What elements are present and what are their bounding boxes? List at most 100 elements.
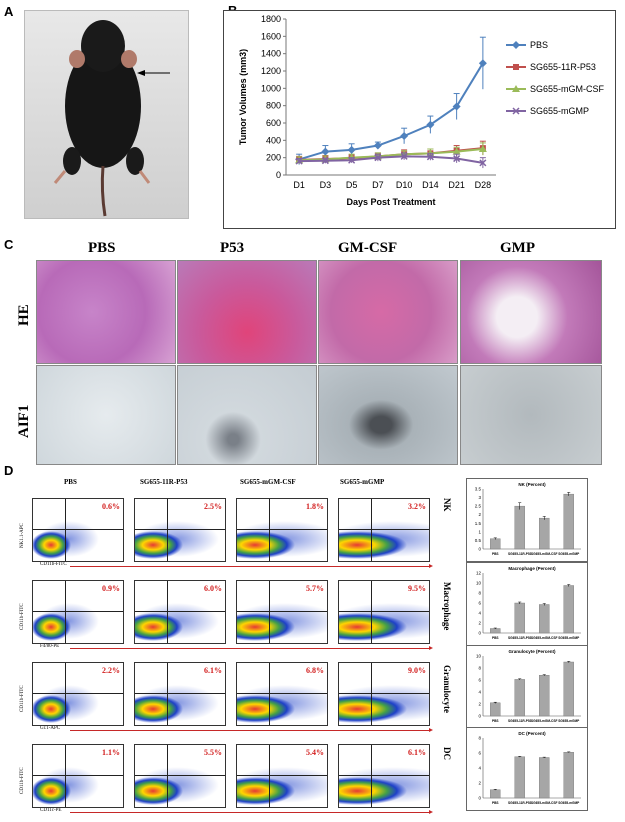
- flow-plot: 5.4%: [236, 744, 328, 808]
- bar-y-tick: 4: [478, 690, 481, 695]
- flow-plot: 0.9%: [32, 580, 124, 644]
- quadrant-hline: [237, 693, 327, 694]
- flow-percentage: 3.2%: [408, 502, 426, 511]
- flow-plot: 0.6%: [32, 498, 124, 562]
- bar: [563, 661, 574, 717]
- quadrant-hline: [237, 611, 327, 612]
- bar-y-tick: 6: [478, 678, 481, 683]
- flow-plot: 1.8%: [236, 498, 328, 562]
- quadrant-hline: [33, 611, 123, 612]
- data-point: [321, 157, 329, 165]
- histology-panel: PBS P53 GM-CSF GMP HE AIF1: [8, 236, 618, 466]
- flow-plot: 6.1%: [134, 662, 226, 726]
- data-point: [400, 132, 409, 140]
- quadrant-vline: [269, 663, 270, 725]
- flow-plot: 3.2%: [338, 498, 430, 562]
- bar-chart-2: Granulocyte (Percent) 0 2 4 6 8 10 PBS SG655-11R…: [466, 645, 588, 729]
- quadrant-hline: [237, 775, 327, 776]
- bar-y-tick: 2: [478, 702, 481, 707]
- bar-y-tick: 10: [476, 654, 482, 659]
- increase-arrow: [70, 728, 433, 732]
- flow-y-label: CD11b-FITC: [20, 603, 25, 630]
- bar-x-tick: SG655-mGM-CSF: [531, 801, 557, 805]
- bar-y-tick: 6: [478, 601, 481, 606]
- flow-percentage: 6.8%: [306, 666, 324, 675]
- bar-chart-title: NK (Percent): [518, 482, 546, 487]
- series-0: [295, 36, 487, 165]
- flow-percentage: 0.6%: [102, 502, 120, 511]
- flow-col-gmp: SG655-mGMP: [340, 478, 385, 486]
- x-tick-label: D21: [448, 180, 465, 190]
- aif1-pbs-image: [36, 365, 176, 465]
- bar-x-tick: PBS: [492, 719, 499, 723]
- bar-x-tick: SG655-11R-P53: [508, 636, 532, 640]
- flow-percentage: 6.0%: [204, 584, 222, 593]
- x-tick-label: D10: [396, 180, 413, 190]
- legend-marker: [513, 64, 519, 70]
- quadrant-hline: [135, 611, 225, 612]
- hist-col-gmp: GMP: [500, 240, 535, 256]
- bar-side-label: NK: [442, 498, 452, 512]
- series-line: [299, 148, 483, 162]
- flow-plot: 6.1%: [338, 744, 430, 808]
- flow-plot: 5.5%: [134, 744, 226, 808]
- data-point: [295, 157, 303, 165]
- bar: [514, 679, 525, 717]
- flow-y-label: CD11b-FITC: [20, 685, 25, 712]
- panel-label-a: A: [4, 4, 14, 19]
- quadrant-vline: [167, 745, 168, 807]
- data-point: [373, 141, 382, 150]
- mouse-illustration: [53, 20, 170, 217]
- quadrant-vline: [167, 581, 168, 643]
- bar-svg: Granulocyte (Percent) 0 2 4 6 8 10 PBS SG655-11R…: [476, 649, 581, 723]
- bar-chart-3: DC (Percent) 0 2 4 6 8 PBS SG655-11R-P53 SG655-m…: [466, 727, 588, 811]
- quadrant-vline: [65, 663, 66, 725]
- bar-svg: Macrophage (Percent) 0 2 4 6 8 10 12 PBS SG655-11…: [476, 566, 581, 640]
- x-tick-label: D28: [475, 180, 492, 190]
- bar-y-tick: 4: [478, 766, 481, 771]
- quadrant-hline: [339, 611, 429, 612]
- flow-plot: 2.5%: [134, 498, 226, 562]
- flow-percentage: 5.5%: [204, 748, 222, 757]
- legend-label: SG655-mGMP: [530, 106, 589, 116]
- bar-y-tick: 3.5: [475, 487, 482, 492]
- bar-x-tick: PBS: [492, 636, 499, 640]
- quadrant-vline: [371, 745, 372, 807]
- quadrant-vline: [65, 499, 66, 561]
- bar-y-tick: 10: [476, 581, 482, 586]
- bar-y-tick: 0: [478, 547, 481, 552]
- flow-percentage: 5.7%: [306, 584, 324, 593]
- quadrant-hline: [135, 693, 225, 694]
- quadrant-hline: [339, 693, 429, 694]
- flow-x-label: CD11b-FITC: [40, 562, 67, 567]
- bar-x-tick: SG655-mGM-CSF: [531, 552, 557, 556]
- flow-percentage: 2.2%: [102, 666, 120, 675]
- quadrant-hline: [339, 775, 429, 776]
- he-pbs-image: [36, 260, 176, 364]
- hist-row-he: HE: [16, 304, 32, 326]
- bar: [514, 602, 525, 634]
- bar-y-tick: 8: [478, 736, 481, 741]
- bar: [539, 604, 550, 634]
- bar-x-tick: SG655-mGM-CSF: [531, 719, 557, 723]
- y-tick-label: 1000: [261, 83, 281, 93]
- flow-percentage: 5.4%: [306, 748, 324, 757]
- bar-x-tick: SG655-mGMP: [558, 552, 580, 556]
- bar-x-tick: PBS: [492, 552, 499, 556]
- bar-y-tick: 0: [478, 714, 481, 719]
- bar-x-tick: SG655-11R-P53: [508, 801, 532, 805]
- bar: [539, 675, 550, 717]
- data-point: [426, 120, 435, 129]
- tumor-volume-chart: 0 200 400 600 800 1000 1200 1400 1600 1800 D1 D3 D5 D…: [223, 10, 616, 229]
- quadrant-hline: [135, 529, 225, 530]
- flow-plot: 6.8%: [236, 662, 328, 726]
- flow-y-label: NK1.1-APC: [20, 523, 25, 548]
- data-point: [452, 102, 461, 111]
- quadrant-hline: [135, 775, 225, 776]
- bar-y-tick: 1: [478, 529, 481, 534]
- aif1-p53-image: [177, 365, 317, 465]
- bar-side-label: DC: [442, 747, 452, 760]
- x-tick-label: D1: [293, 180, 305, 190]
- quadrant-vline: [269, 581, 270, 643]
- y-tick-label: 1600: [261, 31, 281, 41]
